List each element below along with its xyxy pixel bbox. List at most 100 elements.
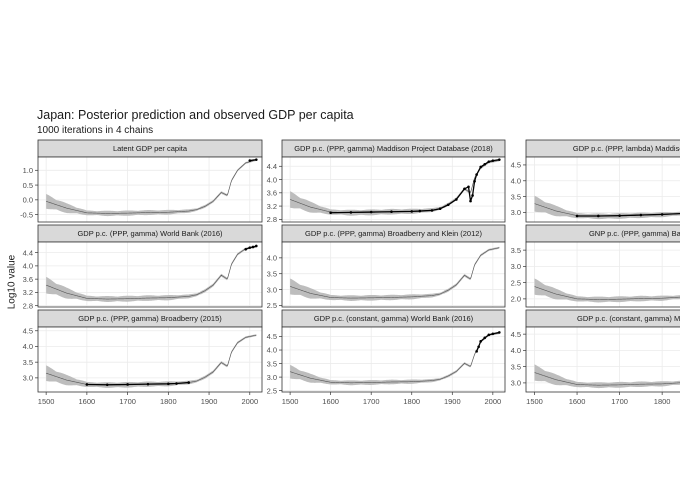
credible-band (290, 332, 500, 386)
panel-border (37, 241, 263, 308)
panel-border (281, 326, 506, 393)
x-tick-label: 1500 (282, 397, 299, 406)
facet-strip-label: Latent GDP per capita (113, 144, 188, 153)
facet-panel-5: GDP p.c. (PPP, gamma) Broadberry and Kle… (267, 224, 506, 310)
y-tick-label: 3.6 (23, 275, 33, 284)
x-tick-label: 1900 (444, 397, 461, 406)
x-tick-label: 1500 (526, 397, 543, 406)
facet-panel-6: GNP p.c. (PPP, gamma) Bairoch 2.0 2.5 3.0 3.… (511, 224, 680, 308)
facet-strip-label: GDP p.c. (PPP, gamma) Broadberry and Kle… (305, 229, 482, 238)
panel-content (282, 242, 505, 307)
x-tick-label: 1900 (201, 397, 218, 406)
facet-strip-label: GDP p.c. (constant, gamma) Measuring (577, 314, 680, 323)
x-tick-label: 1800 (403, 397, 420, 406)
y-tick-label: 2.5 (267, 301, 277, 310)
posterior-median-line (46, 246, 257, 300)
y-tick-label: 4.0 (511, 176, 521, 185)
y-tick-label: 1.0 (23, 166, 33, 175)
y-tick-label: 3.5 (23, 358, 33, 367)
panel-border (37, 326, 263, 393)
panel-content (282, 157, 505, 222)
credible-band (290, 159, 500, 216)
y-tick-label: 0.5 (23, 181, 33, 190)
facet-strip-label: GDP p.c. (PPP, lambda) Maddison Project (573, 144, 680, 153)
facet-panel-4: GDP p.c. (PPP, gamma) World Bank (2016) 2… (23, 224, 263, 310)
panel-border (525, 326, 680, 393)
facet-panel-2: GDP p.c. (PPP, gamma) Maddison Project D… (267, 139, 506, 224)
y-tick-label: 4.4 (23, 248, 33, 257)
posterior-median-line (534, 286, 680, 300)
y-tick-label: 3.0 (267, 373, 277, 382)
facet-strip-label: GNP p.c. (PPP, gamma) Bairoch (589, 229, 680, 238)
observed-line (476, 331, 500, 352)
facet-panel-1: Latent GDP per capita -0.5 0.0 0.5 1.0 (20, 139, 263, 223)
y-tick-label: 2.8 (267, 215, 277, 224)
y-tick-label: 3.5 (267, 269, 277, 278)
posterior-median-line (46, 159, 257, 214)
y-tick-label: 4.5 (23, 326, 33, 335)
y-tick-label: 3.2 (267, 202, 277, 211)
y-tick-label: 3.0 (511, 208, 521, 217)
y-tick-label: 3.2 (23, 288, 33, 297)
posterior-median-line (534, 372, 680, 386)
y-tick-label: 2.0 (511, 295, 521, 304)
x-tick-label: 1500 (38, 397, 55, 406)
y-tick-label: 4.0 (267, 346, 277, 355)
y-tick-label: -0.5 (20, 210, 33, 219)
y-tick-label: 4.5 (511, 161, 521, 170)
chart-title: Japan: Posterior prediction and observed… (37, 108, 354, 122)
facet-panel-7: GDP p.c. (PPP, gamma) Broadberry (2015) 3… (23, 309, 263, 406)
y-tick-label: 2.5 (511, 278, 521, 287)
y-tick-label: 3.0 (267, 285, 277, 294)
y-tick-label: 3.5 (511, 362, 521, 371)
panel-border (525, 241, 680, 308)
x-tick-label: 1600 (569, 397, 586, 406)
observed-line (577, 212, 680, 217)
credible-band (46, 334, 257, 388)
x-tick-label: 1700 (119, 397, 136, 406)
y-tick-label: 4.4 (267, 162, 277, 171)
panel-content (38, 327, 262, 392)
y-tick-label: 4.0 (23, 342, 33, 351)
x-tick-label: 1600 (322, 397, 339, 406)
y-tick-label: 3.0 (511, 262, 521, 271)
y-tick-label: 2.8 (23, 301, 33, 310)
panel-border (525, 156, 680, 223)
panel-content (526, 157, 680, 222)
facet-strip-label: GDP p.c. (PPP, gamma) Maddison Project D… (294, 144, 493, 153)
y-tick-label: 4.5 (267, 332, 277, 341)
x-tick-label: 2000 (241, 397, 258, 406)
x-tick-label: 1800 (654, 397, 671, 406)
y-tick-label: 3.0 (511, 379, 521, 388)
chart-subtitle: 1000 iterations in 4 chains (37, 125, 154, 136)
y-tick-label: 4.0 (267, 175, 277, 184)
observed-line (249, 159, 257, 162)
facet-panel-9: GDP p.c. (constant, gamma) Measuring 3.0 3… (511, 309, 680, 406)
facet-strip-label: GDP p.c. (PPP, gamma) Broadberry (2015) (78, 314, 222, 323)
x-tick-label: 2000 (484, 397, 501, 406)
credible-band (46, 245, 257, 303)
credible-band (534, 364, 680, 389)
x-tick-label: 1800 (160, 397, 177, 406)
panel-content (38, 242, 262, 307)
posterior-median-line (290, 247, 500, 299)
credible-band (46, 159, 257, 217)
y-tick-label: 3.6 (267, 189, 277, 198)
credible-band (290, 246, 500, 301)
observed-line (86, 381, 189, 386)
x-tick-label: 1700 (363, 397, 380, 406)
posterior-median-line (290, 332, 500, 384)
facet-panel-3: GDP p.c. (PPP, lambda) Maddison Project 3… (511, 139, 680, 223)
x-tick-label: 1700 (611, 397, 628, 406)
panel-content (38, 157, 262, 222)
credible-band (534, 278, 680, 303)
panel-content (526, 327, 680, 392)
facet-strip-label: GDP p.c. (constant, gamma) World Bank (2… (314, 314, 474, 323)
y-tick-label: 3.5 (511, 246, 521, 255)
facet-panel-8: GDP p.c. (constant, gamma) World Bank (2… (267, 309, 506, 406)
y-tick-label: 4.0 (511, 346, 521, 355)
observed-line (245, 245, 257, 250)
credible-band (534, 195, 680, 220)
panel-border (281, 156, 506, 223)
